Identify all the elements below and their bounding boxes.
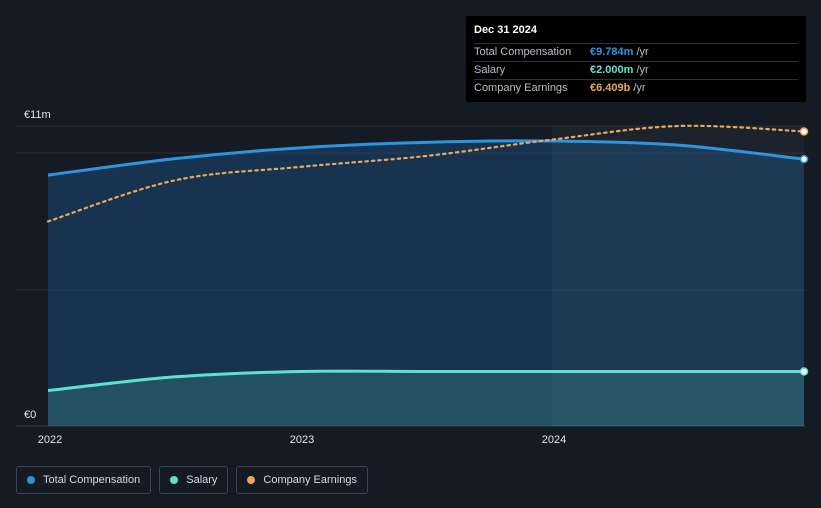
x-tick-2022: 2022 xyxy=(38,434,62,446)
legend-dot-icon xyxy=(170,476,179,484)
tooltip-label: Company Earnings xyxy=(474,82,568,94)
legend-label: Salary xyxy=(186,474,218,486)
tooltip-label: Salary xyxy=(474,64,506,76)
tooltip-row-earnings: Company Earnings €6.409b /yr xyxy=(474,79,798,97)
tooltip-unit: /yr xyxy=(633,82,646,94)
end-marker xyxy=(799,127,809,136)
company-earnings-line xyxy=(46,124,806,223)
tooltip: Dec 31 2024 Total Compensation €9.784m /… xyxy=(466,16,806,102)
end-marker xyxy=(799,367,809,376)
legend-dot-icon xyxy=(27,476,35,484)
legend-label: Total Compensation xyxy=(43,474,141,486)
legend-dot-icon xyxy=(247,476,256,484)
total-compensation-line xyxy=(47,139,805,177)
salary-line xyxy=(47,369,804,393)
legend-label: Company Earnings xyxy=(263,474,357,486)
x-tick-2024: 2024 xyxy=(542,434,566,446)
salary-area xyxy=(48,371,804,426)
total-compensation-area xyxy=(48,140,804,427)
tooltip-unit: /yr xyxy=(636,46,649,58)
tooltip-value: €6.409b xyxy=(590,82,631,94)
tooltip-value: €2.000m xyxy=(590,64,634,76)
tooltip-row-total: Total Compensation €9.784m /yr xyxy=(474,43,798,61)
legend: Total Compensation Salary Company Earnin… xyxy=(16,466,368,494)
x-axis-ticks: 2022 2023 2024 xyxy=(38,434,566,446)
legend-salary[interactable]: Salary xyxy=(159,466,229,494)
compensation-chart: €11m €0 2022 2023 2024 xyxy=(16,109,809,446)
x-tick-2023: 2023 xyxy=(290,434,314,446)
tooltip-row-salary: Salary €2.000m /yr xyxy=(474,61,798,79)
legend-company-earnings[interactable]: Company Earnings xyxy=(236,466,368,494)
y-tick-bottom: €0 xyxy=(24,409,36,421)
end-markers xyxy=(799,127,809,376)
tooltip-label: Total Compensation xyxy=(474,46,572,58)
end-marker xyxy=(799,154,809,164)
tooltip-unit: /yr xyxy=(636,64,649,76)
tooltip-date: Dec 31 2024 xyxy=(474,24,537,36)
legend-total-compensation[interactable]: Total Compensation xyxy=(16,466,152,494)
grid-lines xyxy=(16,125,805,427)
y-tick-top: €11m xyxy=(24,109,51,121)
tooltip-value: €9.784m xyxy=(590,46,634,58)
